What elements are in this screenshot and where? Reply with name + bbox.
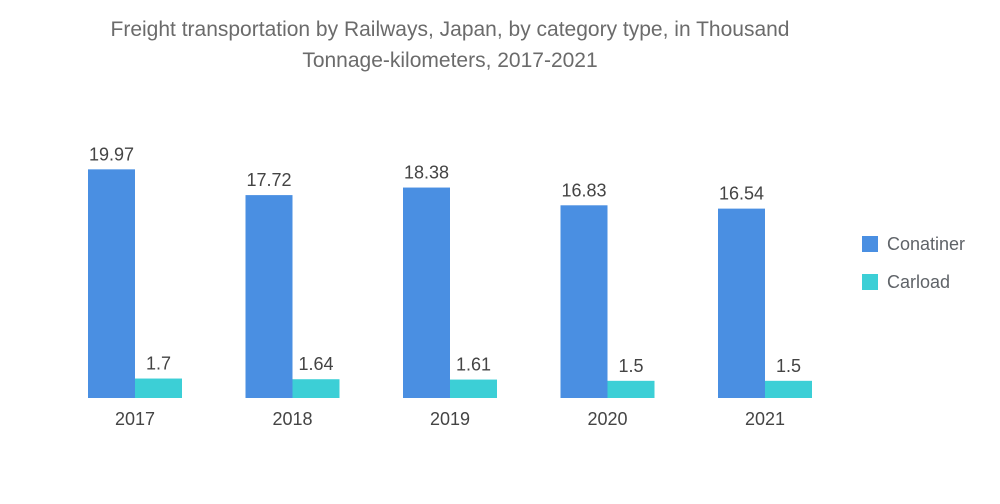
chart-title: Freight transportation by Railways, Japa…	[0, 14, 900, 76]
data-label-container-2017: 19.97	[89, 144, 134, 164]
data-label-carload-2021: 1.5	[776, 356, 801, 376]
data-label-container-2019: 18.38	[404, 163, 449, 183]
x-tick-label-2020: 2020	[587, 409, 627, 429]
data-label-container-2018: 17.72	[246, 170, 291, 190]
chart-title-line-1: Freight transportation by Railways, Japa…	[110, 18, 790, 41]
x-tick-label-2019: 2019	[430, 409, 470, 429]
data-label-carload-2017: 1.7	[146, 354, 171, 374]
legend-label-container: Conatiner	[887, 233, 966, 254]
data-label-carload-2018: 1.64	[298, 354, 333, 374]
bar-container-2019	[403, 187, 450, 398]
bar-container-2021	[718, 208, 765, 398]
bar-container-2017	[88, 169, 135, 398]
x-tick-label-2017: 2017	[115, 409, 155, 429]
legend-label-carload: Carload	[887, 271, 951, 292]
bar-container-2018	[245, 195, 293, 398]
data-label-container-2020: 16.83	[561, 180, 606, 200]
legend: Conatiner Carload	[862, 232, 965, 308]
data-label-carload-2020: 1.5	[618, 356, 643, 376]
x-tick-label-2021: 2021	[745, 409, 785, 429]
legend-item-container: Conatiner	[862, 232, 965, 256]
bar-carload-2017	[135, 378, 182, 398]
data-label-carload-2019: 1.61	[456, 355, 491, 375]
legend-swatch-carload	[862, 274, 878, 290]
x-tick-label-2018: 2018	[272, 409, 312, 429]
legend-swatch-container	[862, 236, 878, 252]
bar-carload-2019	[450, 379, 497, 398]
bar-carload-2021	[765, 380, 812, 398]
chart-title-line-2: Tonnage-kilometers, 2017-2021	[302, 49, 598, 72]
legend-item-carload: Carload	[862, 270, 965, 294]
bar-container-2020	[560, 205, 608, 398]
bar-carload-2020	[607, 380, 655, 398]
bar-carload-2018	[292, 379, 340, 398]
data-label-container-2021: 16.54	[719, 184, 764, 204]
